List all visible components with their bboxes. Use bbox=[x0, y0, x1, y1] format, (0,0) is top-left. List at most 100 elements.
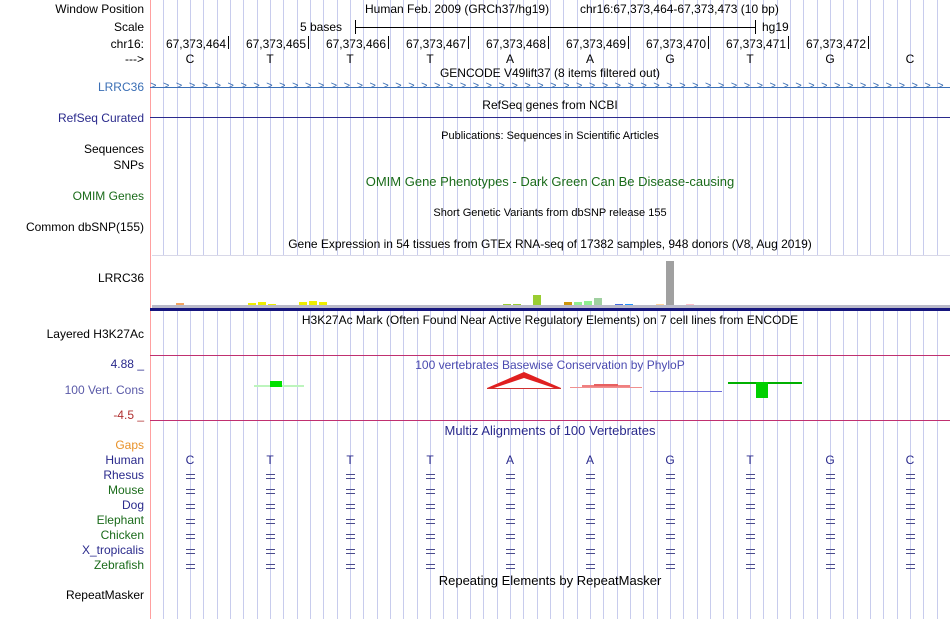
multiz-alignment-mark bbox=[666, 564, 675, 565]
ruler-base-letter: G bbox=[825, 52, 835, 66]
track-label-gtex[interactable]: LRRC36 bbox=[97, 271, 144, 285]
multiz-alignment-mark bbox=[906, 538, 915, 539]
multiz-alignment-mark bbox=[506, 534, 515, 535]
multiz-alignment-mark bbox=[506, 564, 515, 565]
multiz-alignment-mark bbox=[506, 538, 515, 539]
multiz-alignment-mark bbox=[346, 534, 355, 535]
multiz-alignment-mark bbox=[346, 489, 355, 490]
multiz-alignment-mark bbox=[666, 478, 675, 479]
ruler-tick bbox=[228, 36, 229, 49]
multiz-alignment-mark bbox=[506, 474, 515, 475]
multiz-species-label[interactable]: Dog bbox=[121, 498, 144, 512]
multiz-alignment-mark bbox=[346, 474, 355, 475]
gtex-tissue-bar[interactable] bbox=[594, 298, 603, 308]
track-label-dbsnp[interactable]: Common dbSNP(155) bbox=[25, 220, 144, 234]
multiz-species-label[interactable]: Rhesus bbox=[103, 468, 144, 482]
multiz-alignment-mark bbox=[746, 504, 755, 505]
multiz-alignment-mark bbox=[186, 474, 195, 475]
ruler-base-letter: A bbox=[505, 52, 514, 66]
multiz-alignment-mark bbox=[826, 538, 835, 539]
multiz-human-base: C bbox=[905, 453, 915, 467]
multiz-species-label[interactable]: Elephant bbox=[96, 513, 144, 527]
track-label-omim[interactable]: OMIM Genes bbox=[72, 189, 144, 203]
ruler-base-letter: T bbox=[346, 52, 354, 66]
multiz-alignment-mark bbox=[186, 523, 195, 524]
multiz-alignment-mark bbox=[266, 564, 275, 565]
multiz-alignment-mark bbox=[826, 534, 835, 535]
multiz-alignment-mark bbox=[666, 504, 675, 505]
track-label-snps[interactable]: SNPs bbox=[113, 158, 144, 172]
strand-arrow-label: ---> bbox=[125, 52, 144, 66]
gtex-tissue-bar[interactable] bbox=[584, 301, 593, 308]
gencode-strand-line bbox=[150, 87, 950, 88]
multiz-alignment-mark bbox=[586, 553, 595, 554]
conservation-red-baseline bbox=[487, 388, 561, 389]
multiz-species-label[interactable]: Zebrafish bbox=[93, 558, 144, 572]
multiz-human-base: T bbox=[266, 453, 274, 467]
ruler-base-letter: C bbox=[185, 52, 195, 66]
multiz-alignment-mark bbox=[506, 553, 515, 554]
h3k27ac-divider bbox=[150, 355, 950, 356]
multiz-alignment-mark bbox=[186, 504, 195, 505]
ruler-coordinate: 67,373,464 bbox=[165, 37, 226, 51]
multiz-human-base: C bbox=[185, 453, 195, 467]
ruler-coordinate: 67,373,472 bbox=[805, 37, 866, 51]
multiz-alignment-mark bbox=[826, 489, 835, 490]
multiz-alignment-mark bbox=[346, 523, 355, 524]
track-label-refseq[interactable]: RefSeq Curated bbox=[57, 111, 144, 125]
multiz-alignment-mark bbox=[906, 478, 915, 479]
multiz-alignment-mark bbox=[266, 504, 275, 505]
multiz-alignment-mark bbox=[426, 493, 435, 494]
multiz-alignment-mark bbox=[906, 474, 915, 475]
ruler-base-letter: G bbox=[665, 52, 675, 66]
ruler-tick bbox=[788, 36, 789, 49]
gtex-tissue-bar[interactable] bbox=[533, 295, 542, 308]
ruler-tick bbox=[468, 36, 469, 49]
multiz-alignment-mark bbox=[426, 564, 435, 565]
multiz-alignment-mark bbox=[826, 553, 835, 554]
multiz-alignment-mark bbox=[266, 474, 275, 475]
gtex-expression-barchart[interactable] bbox=[152, 256, 950, 308]
multiz-species-label[interactable]: Chicken bbox=[100, 528, 144, 542]
track-label-repeatmasker[interactable]: RepeatMasker bbox=[65, 588, 144, 602]
multiz-alignment-mark bbox=[266, 538, 275, 539]
multiz-alignment-mark bbox=[586, 519, 595, 520]
conservation-pink-arc bbox=[582, 385, 630, 387]
multiz-species-label[interactable]: Mouse bbox=[107, 483, 144, 497]
multiz-alignment-mark bbox=[586, 474, 595, 475]
multiz-alignment-mark bbox=[746, 568, 755, 569]
multiz-alignment-mark bbox=[426, 534, 435, 535]
gtex-tissue-bar[interactable] bbox=[665, 261, 674, 308]
track-label-conservation[interactable]: 100 Vert. Cons bbox=[64, 383, 144, 397]
track-label-sequences[interactable]: Sequences bbox=[83, 142, 144, 156]
multiz-alignment-mark bbox=[186, 493, 195, 494]
multiz-alignment-mark bbox=[186, 568, 195, 569]
multiz-alignment-mark bbox=[426, 553, 435, 554]
multiz-alignment-mark bbox=[666, 549, 675, 550]
ruler-base-letter: C bbox=[905, 52, 915, 66]
multiz-alignment-mark bbox=[186, 564, 195, 565]
multiz-species-label[interactable]: Human bbox=[105, 453, 144, 467]
multiz-alignment-mark bbox=[826, 564, 835, 565]
multiz-alignment-mark bbox=[346, 564, 355, 565]
multiz-alignment-mark bbox=[426, 538, 435, 539]
track-label-h3k27ac[interactable]: Layered H3K27Ac bbox=[46, 327, 144, 341]
multiz-alignment-mark bbox=[266, 489, 275, 490]
gtex-tissue-bar[interactable] bbox=[308, 301, 317, 308]
multiz-alignment-mark bbox=[906, 553, 915, 554]
ruler-tick bbox=[388, 36, 389, 49]
multiz-alignment-mark bbox=[826, 478, 835, 479]
multiz-alignment-mark bbox=[186, 553, 195, 554]
multiz-species-label[interactable]: X_tropicalis bbox=[81, 543, 144, 557]
multiz-alignment-mark bbox=[746, 478, 755, 479]
multiz-alignment-mark bbox=[586, 489, 595, 490]
multiz-alignment-mark bbox=[666, 568, 675, 569]
conservation-green-bar bbox=[756, 382, 768, 398]
track-label-gencode[interactable]: LRRC36 bbox=[97, 80, 144, 94]
multiz-alignment-mark bbox=[746, 508, 755, 509]
multiz-alignment-mark bbox=[346, 538, 355, 539]
phylop-conservation-wiggle[interactable] bbox=[150, 356, 950, 418]
locus-position: chr16:67,373,464-67,373,473 (10 bp) bbox=[580, 2, 779, 16]
multiz-alignment-mark bbox=[746, 564, 755, 565]
